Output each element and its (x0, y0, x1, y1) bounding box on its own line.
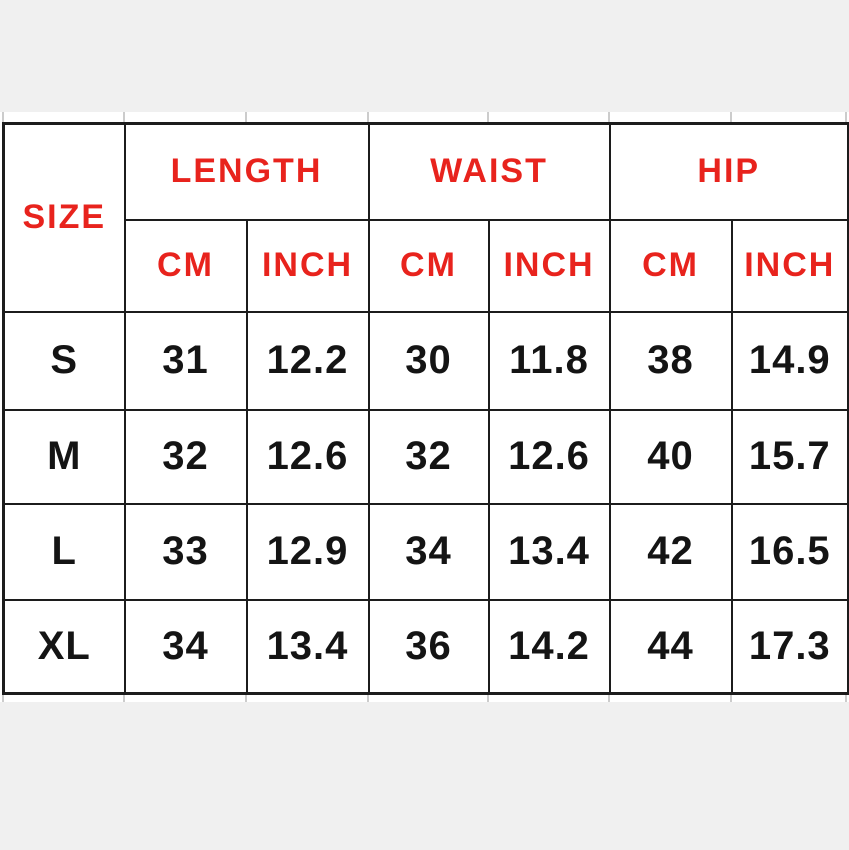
value-cell-waist-inch: 14.2 (487, 598, 611, 695)
value-cell-hip-cm: 44 (608, 598, 733, 695)
group-header-length: LENGTH (123, 122, 370, 221)
value-cell-waist-cm: 30 (367, 310, 490, 411)
value-cell-hip-cm: 40 (608, 408, 733, 505)
value-cell-length-cm: 32 (123, 408, 248, 505)
gridline-stub (845, 112, 847, 122)
size-row-s: S 31 12.2 30 11.8 38 14.9 (2, 310, 849, 411)
gridline-stub (2, 112, 4, 122)
size-label: M (2, 408, 126, 505)
value-cell-hip-cm: 42 (608, 502, 733, 601)
value-cell-hip-inch: 15.7 (730, 408, 849, 505)
gridline-stub (730, 692, 732, 702)
gridline-stub (608, 112, 610, 122)
value-cell-length-inch: 12.2 (245, 310, 370, 411)
value-cell-hip-inch: 17.3 (730, 598, 849, 695)
gridline-stub (845, 692, 847, 702)
gridline-stub (730, 112, 732, 122)
value-cell-length-inch: 12.6 (245, 408, 370, 505)
size-label: S (2, 310, 126, 411)
unit-header-waist-cm: CM (367, 218, 490, 313)
unit-header-waist-inch: INCH (487, 218, 611, 313)
gridline-stub (367, 692, 369, 702)
gridline-stub (2, 692, 4, 702)
gridline-stub (123, 112, 125, 122)
size-chart-table: SIZE LENGTH WAIST HIP CM INCH CM INCH CM… (2, 122, 849, 695)
value-cell-waist-inch: 11.8 (487, 310, 611, 411)
unit-header-length-inch: INCH (245, 218, 370, 313)
size-row-l: L 33 12.9 34 13.4 42 16.5 (2, 502, 849, 601)
group-header-hip: HIP (608, 122, 849, 221)
gridline-stub (245, 692, 247, 702)
value-cell-waist-inch: 13.4 (487, 502, 611, 601)
unit-header-hip-cm: CM (608, 218, 733, 313)
size-label: XL (2, 598, 126, 695)
gridline-stub (245, 112, 247, 122)
unit-header-row: CM INCH CM INCH CM INCH (4, 218, 849, 313)
size-row-m: M 32 12.6 32 12.6 40 15.7 (2, 408, 849, 505)
gridline-stub (608, 692, 610, 702)
value-cell-length-cm: 33 (123, 502, 248, 601)
value-cell-waist-cm: 32 (367, 408, 490, 505)
unit-header-length-cm: CM (123, 218, 248, 313)
size-row-xl: XL 34 13.4 36 14.2 44 17.3 (2, 598, 849, 695)
value-cell-waist-cm: 36 (367, 598, 490, 695)
gridline-stub (367, 112, 369, 122)
value-cell-length-cm: 34 (123, 598, 248, 695)
value-cell-hip-inch: 14.9 (730, 310, 849, 411)
gridline-stub (123, 692, 125, 702)
gridline-stub (487, 112, 489, 122)
size-column-header: SIZE (2, 122, 126, 313)
value-cell-hip-inch: 16.5 (730, 502, 849, 601)
value-cell-length-inch: 12.9 (245, 502, 370, 601)
value-cell-hip-cm: 38 (608, 310, 733, 411)
gridline-stub (487, 692, 489, 702)
value-cell-length-inch: 13.4 (245, 598, 370, 695)
value-cell-waist-cm: 34 (367, 502, 490, 601)
measurement-header-row: SIZE LENGTH WAIST HIP (2, 122, 849, 313)
value-cell-length-cm: 31 (123, 310, 248, 411)
size-label: L (2, 502, 126, 601)
value-cell-waist-inch: 12.6 (487, 408, 611, 505)
group-header-waist: WAIST (367, 122, 611, 221)
unit-header-hip-inch: INCH (730, 218, 849, 313)
